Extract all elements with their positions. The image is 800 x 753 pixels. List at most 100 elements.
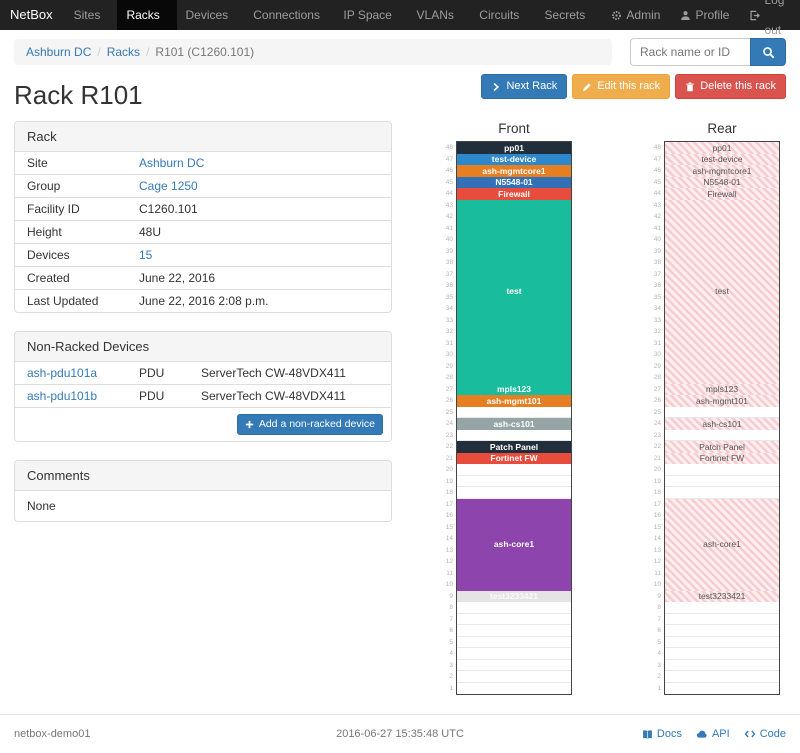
- unit-number: 45: [445, 178, 453, 186]
- breadcrumb-link[interactable]: Ashburn DC: [26, 45, 92, 59]
- device-link[interactable]: ash-pdu101b: [27, 389, 98, 403]
- rear-rack: pp01 test-device ash-mgmtcore1 N5548-01 Fire…: [664, 141, 780, 695]
- nav-item-connections[interactable]: Connections: [244, 0, 334, 48]
- code-icon: [744, 728, 756, 740]
- rack-device[interactable]: test: [457, 199, 571, 384]
- nav-item-circuits[interactable]: Circuits: [470, 0, 535, 48]
- rack-device[interactable]: ash-cs101: [665, 418, 779, 430]
- rack-device[interactable]: test-device: [457, 153, 571, 165]
- add-nonracked-device-button[interactable]: Add a non-racked device: [236, 414, 383, 435]
- unit-number: 11: [446, 569, 453, 577]
- unit-number: 48: [445, 144, 453, 151]
- device-model: ServerTech CW-48VDX411: [201, 366, 346, 380]
- button-label: Next Rack: [506, 80, 558, 92]
- gear-icon: [611, 10, 622, 21]
- nav-item-ip-space[interactable]: IP Space: [334, 0, 407, 48]
- docs-link[interactable]: Docs: [642, 728, 682, 740]
- empty-unit: [665, 487, 779, 499]
- rack-device[interactable]: test-device: [665, 153, 779, 165]
- unit-number: 35: [445, 293, 453, 301]
- nav-item-devices[interactable]: Devices: [177, 0, 245, 48]
- rack-table-body: Site Ashburn DC Group Cage 1250 Facility ID C…: [15, 152, 391, 312]
- rack-device[interactable]: ash-mgmtcore1: [665, 165, 779, 177]
- breadcrumb-row: Ashburn DC / Racks / R101 (C1260.101): [0, 30, 800, 70]
- navbar: NetBox Sites Racks Devices Connections IP Sp…: [0, 0, 800, 48]
- rack-device[interactable]: Fortinet FW: [665, 452, 779, 464]
- rack-device[interactable]: Firewall: [665, 188, 779, 200]
- attr-value: 15: [127, 243, 391, 267]
- nav-item-racks[interactable]: Racks: [117, 0, 177, 48]
- rack-device[interactable]: N5548-01: [457, 176, 571, 188]
- nav-item-profile[interactable]: Profile: [670, 0, 739, 30]
- nav-item-vlans[interactable]: VLANs: [408, 0, 471, 48]
- rack-device[interactable]: ash-mgmt101: [665, 395, 779, 407]
- rack-device[interactable]: Patch Panel: [665, 441, 779, 453]
- rack-device[interactable]: pp01: [665, 142, 779, 154]
- rack-device[interactable]: mpls123: [665, 383, 779, 395]
- rack-panel: Rack Site Ashburn DC Group Cage 1250 Facilit…: [14, 121, 392, 313]
- rack-device[interactable]: ash-mgmtcore1: [457, 165, 571, 177]
- front-label: Front: [498, 121, 530, 136]
- attr-label: Facility ID: [15, 197, 127, 221]
- device-link[interactable]: ash-pdu101a: [27, 366, 98, 380]
- button-label: Edit this rack: [597, 80, 661, 92]
- search-button[interactable]: [750, 38, 786, 66]
- unit-number: 16: [445, 512, 453, 519]
- search-icon: [762, 46, 775, 59]
- rack-device[interactable]: ash-mgmt101: [457, 395, 571, 407]
- empty-unit: [457, 648, 571, 660]
- rack-device[interactable]: test3233421: [665, 590, 779, 602]
- nav-item-admin[interactable]: Admin: [601, 0, 670, 30]
- nav-item-sites[interactable]: Sites: [65, 0, 118, 48]
- page-header: Rack R101 Next Rack Edit this rack Delete …: [0, 70, 800, 121]
- empty-unit: [457, 613, 571, 625]
- empty-unit: [665, 406, 779, 418]
- front-elevation: Front 48 47 46 45 44 43 42 41 40 39 38 37 36 35 34 33 32…: [442, 121, 572, 695]
- app-brand[interactable]: NetBox: [10, 7, 53, 22]
- attr-value-link[interactable]: 15: [139, 248, 153, 262]
- unit-number: 38: [653, 259, 661, 266]
- unit-number: 23: [445, 431, 453, 439]
- rack-device[interactable]: pp01: [457, 142, 571, 154]
- table-row: ash-pdu101a PDU ServerTech CW-48VDX411: [15, 362, 391, 385]
- unit-number: 13: [445, 546, 453, 554]
- api-link[interactable]: API: [696, 728, 730, 740]
- unit-number: 41: [653, 224, 661, 232]
- rack-device[interactable]: mpls123: [457, 383, 571, 395]
- unit-number: 42: [445, 213, 453, 220]
- search-input[interactable]: [630, 38, 750, 66]
- footer-hostname: netbox-demo01: [14, 728, 91, 740]
- rack-device[interactable]: N5548-01: [665, 176, 779, 188]
- table-row: Height 48U: [15, 220, 391, 244]
- attr-value-link[interactable]: Ashburn DC: [139, 156, 205, 170]
- rack-device[interactable]: ash-core1: [665, 498, 779, 591]
- attr-value-link[interactable]: Cage 1250: [139, 179, 198, 193]
- front-rack: pp01 test-device ash-mgmtcore1 N5548-01 Fire…: [456, 141, 572, 695]
- rack-device[interactable]: Fortinet FW: [457, 452, 571, 464]
- rack-device[interactable]: ash-cs101: [457, 418, 571, 430]
- nav-item-log-out[interactable]: Log out: [739, 0, 800, 37]
- nav-item-label: Admin: [626, 8, 661, 22]
- nonracked-panel-title: Non-Racked Devices: [15, 332, 391, 362]
- unit-number: 9: [449, 592, 453, 600]
- rack-device[interactable]: Patch Panel: [457, 441, 571, 453]
- unit-number: 7: [657, 615, 661, 623]
- next-rack-button[interactable]: Next Rack: [481, 74, 568, 100]
- code-link[interactable]: Code: [744, 728, 786, 740]
- attr-value: 48U: [127, 220, 391, 244]
- rack-device[interactable]: Firewall: [457, 188, 571, 200]
- delete-this-rack-button[interactable]: Delete this rack: [675, 74, 786, 100]
- empty-unit: [665, 613, 779, 625]
- nav-item-secrets[interactable]: Secrets: [536, 0, 602, 48]
- unit-number: 42: [653, 213, 661, 220]
- edit-this-rack-button[interactable]: Edit this rack: [572, 74, 671, 100]
- rack-device[interactable]: test3233421: [457, 590, 571, 602]
- unit-number: 28: [445, 374, 453, 381]
- breadcrumb-link[interactable]: Racks: [106, 45, 141, 59]
- user-icon: [680, 10, 691, 21]
- rack-device[interactable]: ash-core1: [457, 498, 571, 591]
- unit-number: 15: [445, 523, 453, 531]
- unit-number: 45: [653, 178, 661, 186]
- rack-device[interactable]: test: [665, 199, 779, 384]
- empty-unit: [665, 429, 779, 441]
